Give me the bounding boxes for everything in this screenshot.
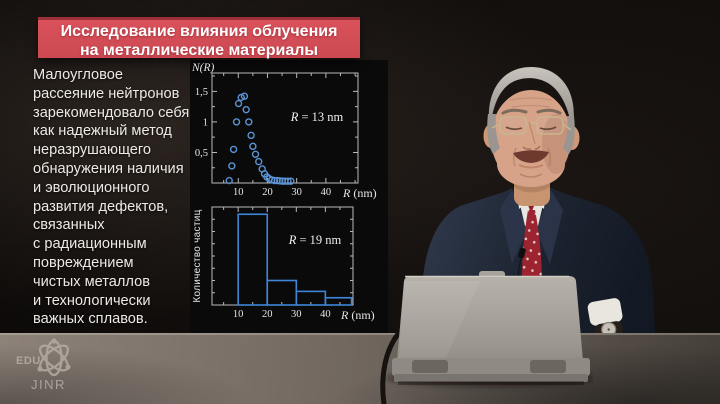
suit-lapel-right bbox=[536, 190, 563, 264]
laptop-hinge-left bbox=[412, 360, 448, 373]
atom-node bbox=[65, 364, 71, 370]
laptop-cable bbox=[380, 331, 401, 404]
head bbox=[483, 67, 580, 206]
title-line-1: Исследование влияния облучения bbox=[60, 23, 338, 40]
y-tick-label: 0,5 bbox=[195, 148, 208, 159]
laptop-lid bbox=[396, 276, 584, 372]
x-tick-label: 40 bbox=[320, 309, 331, 320]
annotation-mean-radius: R = 13 nm bbox=[290, 110, 344, 124]
laptop-base-shadow bbox=[398, 381, 584, 385]
lecture-text: Малоугловое рассеяние нейтронов зарекоме… bbox=[33, 67, 190, 328]
suit-lapel-left bbox=[500, 190, 527, 264]
y-tick-label: 1 bbox=[203, 117, 208, 128]
x-tick-label: 20 bbox=[262, 187, 273, 198]
hair-side-right bbox=[563, 116, 575, 154]
atom-node bbox=[37, 366, 43, 372]
laptop bbox=[380, 271, 593, 404]
scatter-points bbox=[225, 92, 295, 185]
x-tick-label: 10 bbox=[233, 309, 244, 320]
nasolabial-folds bbox=[513, 147, 551, 167]
hair-side-left bbox=[487, 114, 500, 154]
annotation-mean-radius: R = 19 nm bbox=[288, 233, 342, 247]
x-tick-label: 10 bbox=[233, 187, 244, 198]
watch-dial-dot bbox=[607, 328, 610, 331]
hair bbox=[488, 67, 574, 132]
x-axis-label: R (nm) bbox=[340, 308, 375, 322]
y-axis-label: N(R) bbox=[191, 62, 215, 74]
desk bbox=[0, 333, 720, 404]
y-axis-label: Количество частиц bbox=[192, 209, 203, 302]
lower-lip bbox=[518, 164, 544, 169]
eyebrow-right bbox=[536, 108, 562, 115]
chin-crease bbox=[519, 173, 543, 178]
chart-panel-background bbox=[190, 60, 388, 333]
x-tick-label: 30 bbox=[291, 187, 302, 198]
edu-jinr-logo: EDU JINR bbox=[16, 338, 71, 392]
x-tick-label: 40 bbox=[321, 187, 332, 198]
shirt-cuff bbox=[587, 298, 623, 326]
nostrils bbox=[522, 145, 541, 150]
x-tick-label: 20 bbox=[262, 309, 273, 320]
atom-node bbox=[51, 338, 57, 344]
forehead-lines bbox=[509, 97, 553, 108]
nose bbox=[528, 121, 536, 145]
mouth bbox=[513, 150, 549, 163]
logo-text-edu: EDU bbox=[16, 355, 41, 367]
title-line-2: на металлические материалы bbox=[79, 42, 319, 59]
x-tick-label: 30 bbox=[291, 309, 302, 320]
eye-right bbox=[539, 126, 557, 131]
title-banner: Исследование влияния облучения на металл… bbox=[38, 17, 360, 59]
x-axis-label: R (nm) bbox=[342, 186, 377, 200]
axes: 10 20 30 40 bbox=[211, 206, 354, 320]
scatter-chart: 10 20 30 40 0,5 1 1,5 N(R) R (nm) R = 13 nm bbox=[191, 62, 377, 200]
eye-left bbox=[505, 126, 523, 131]
lavalier-mic bbox=[518, 247, 526, 259]
laptop-base-lip bbox=[394, 374, 588, 382]
y-tick-label: 1,5 bbox=[195, 87, 208, 98]
laptop-lid-sheen bbox=[398, 281, 480, 372]
logo-text-jinr: JINR bbox=[31, 377, 66, 392]
eyebrow-left bbox=[501, 108, 528, 115]
laptop-hinge-right bbox=[530, 360, 566, 373]
histogram-chart: 10 20 30 40 Количество частиц R (nm) R = 19 nm bbox=[192, 206, 375, 322]
histogram-bars bbox=[237, 213, 353, 306]
